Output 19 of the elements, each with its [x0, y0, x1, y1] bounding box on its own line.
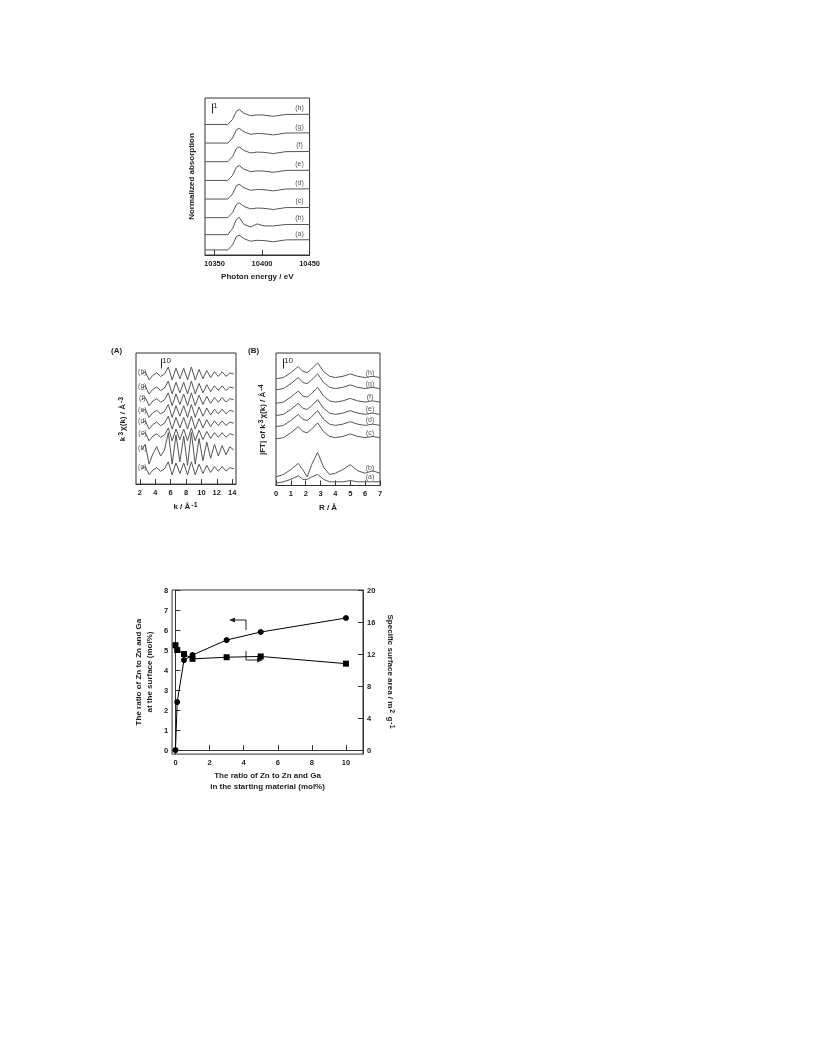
point: [342, 615, 349, 622]
chart-title: (B): [248, 345, 260, 355]
point: [342, 660, 349, 667]
y-axis-title: Normalized absorption: [187, 133, 196, 220]
y-axis-title: The ratio of Zn to Zn and Ga at the surface (mol%): [133, 618, 154, 726]
point: [181, 651, 187, 658]
point: [181, 657, 187, 664]
x-axis-title: The ratio of Zn to Zn and Ga in the starting material (mol%): [210, 770, 326, 791]
x-axis-title: R / Å: [318, 502, 338, 512]
x-axis-title: Photon energy / eV: [221, 272, 295, 281]
text: 10: [162, 355, 172, 365]
point: [257, 629, 264, 636]
text: 1: [213, 100, 218, 110]
chart-title: (A): [111, 345, 123, 355]
point: [223, 654, 230, 661]
annotation: 10: [284, 355, 294, 365]
point: [223, 637, 230, 644]
point: [257, 653, 264, 660]
point: [174, 699, 181, 706]
